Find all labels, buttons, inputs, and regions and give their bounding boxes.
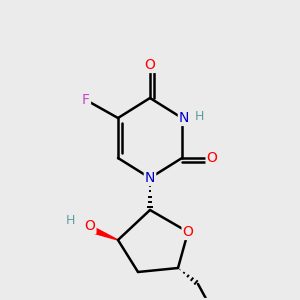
Text: N: N — [145, 171, 155, 185]
Text: O: O — [207, 151, 218, 165]
Polygon shape — [87, 225, 118, 240]
Text: H: H — [194, 110, 204, 122]
Text: O: O — [145, 58, 155, 72]
Text: O: O — [183, 225, 194, 239]
Text: N: N — [179, 111, 189, 125]
Text: O: O — [202, 299, 213, 300]
Text: F: F — [82, 93, 90, 107]
Text: H: H — [65, 214, 75, 226]
Text: O: O — [85, 219, 95, 233]
